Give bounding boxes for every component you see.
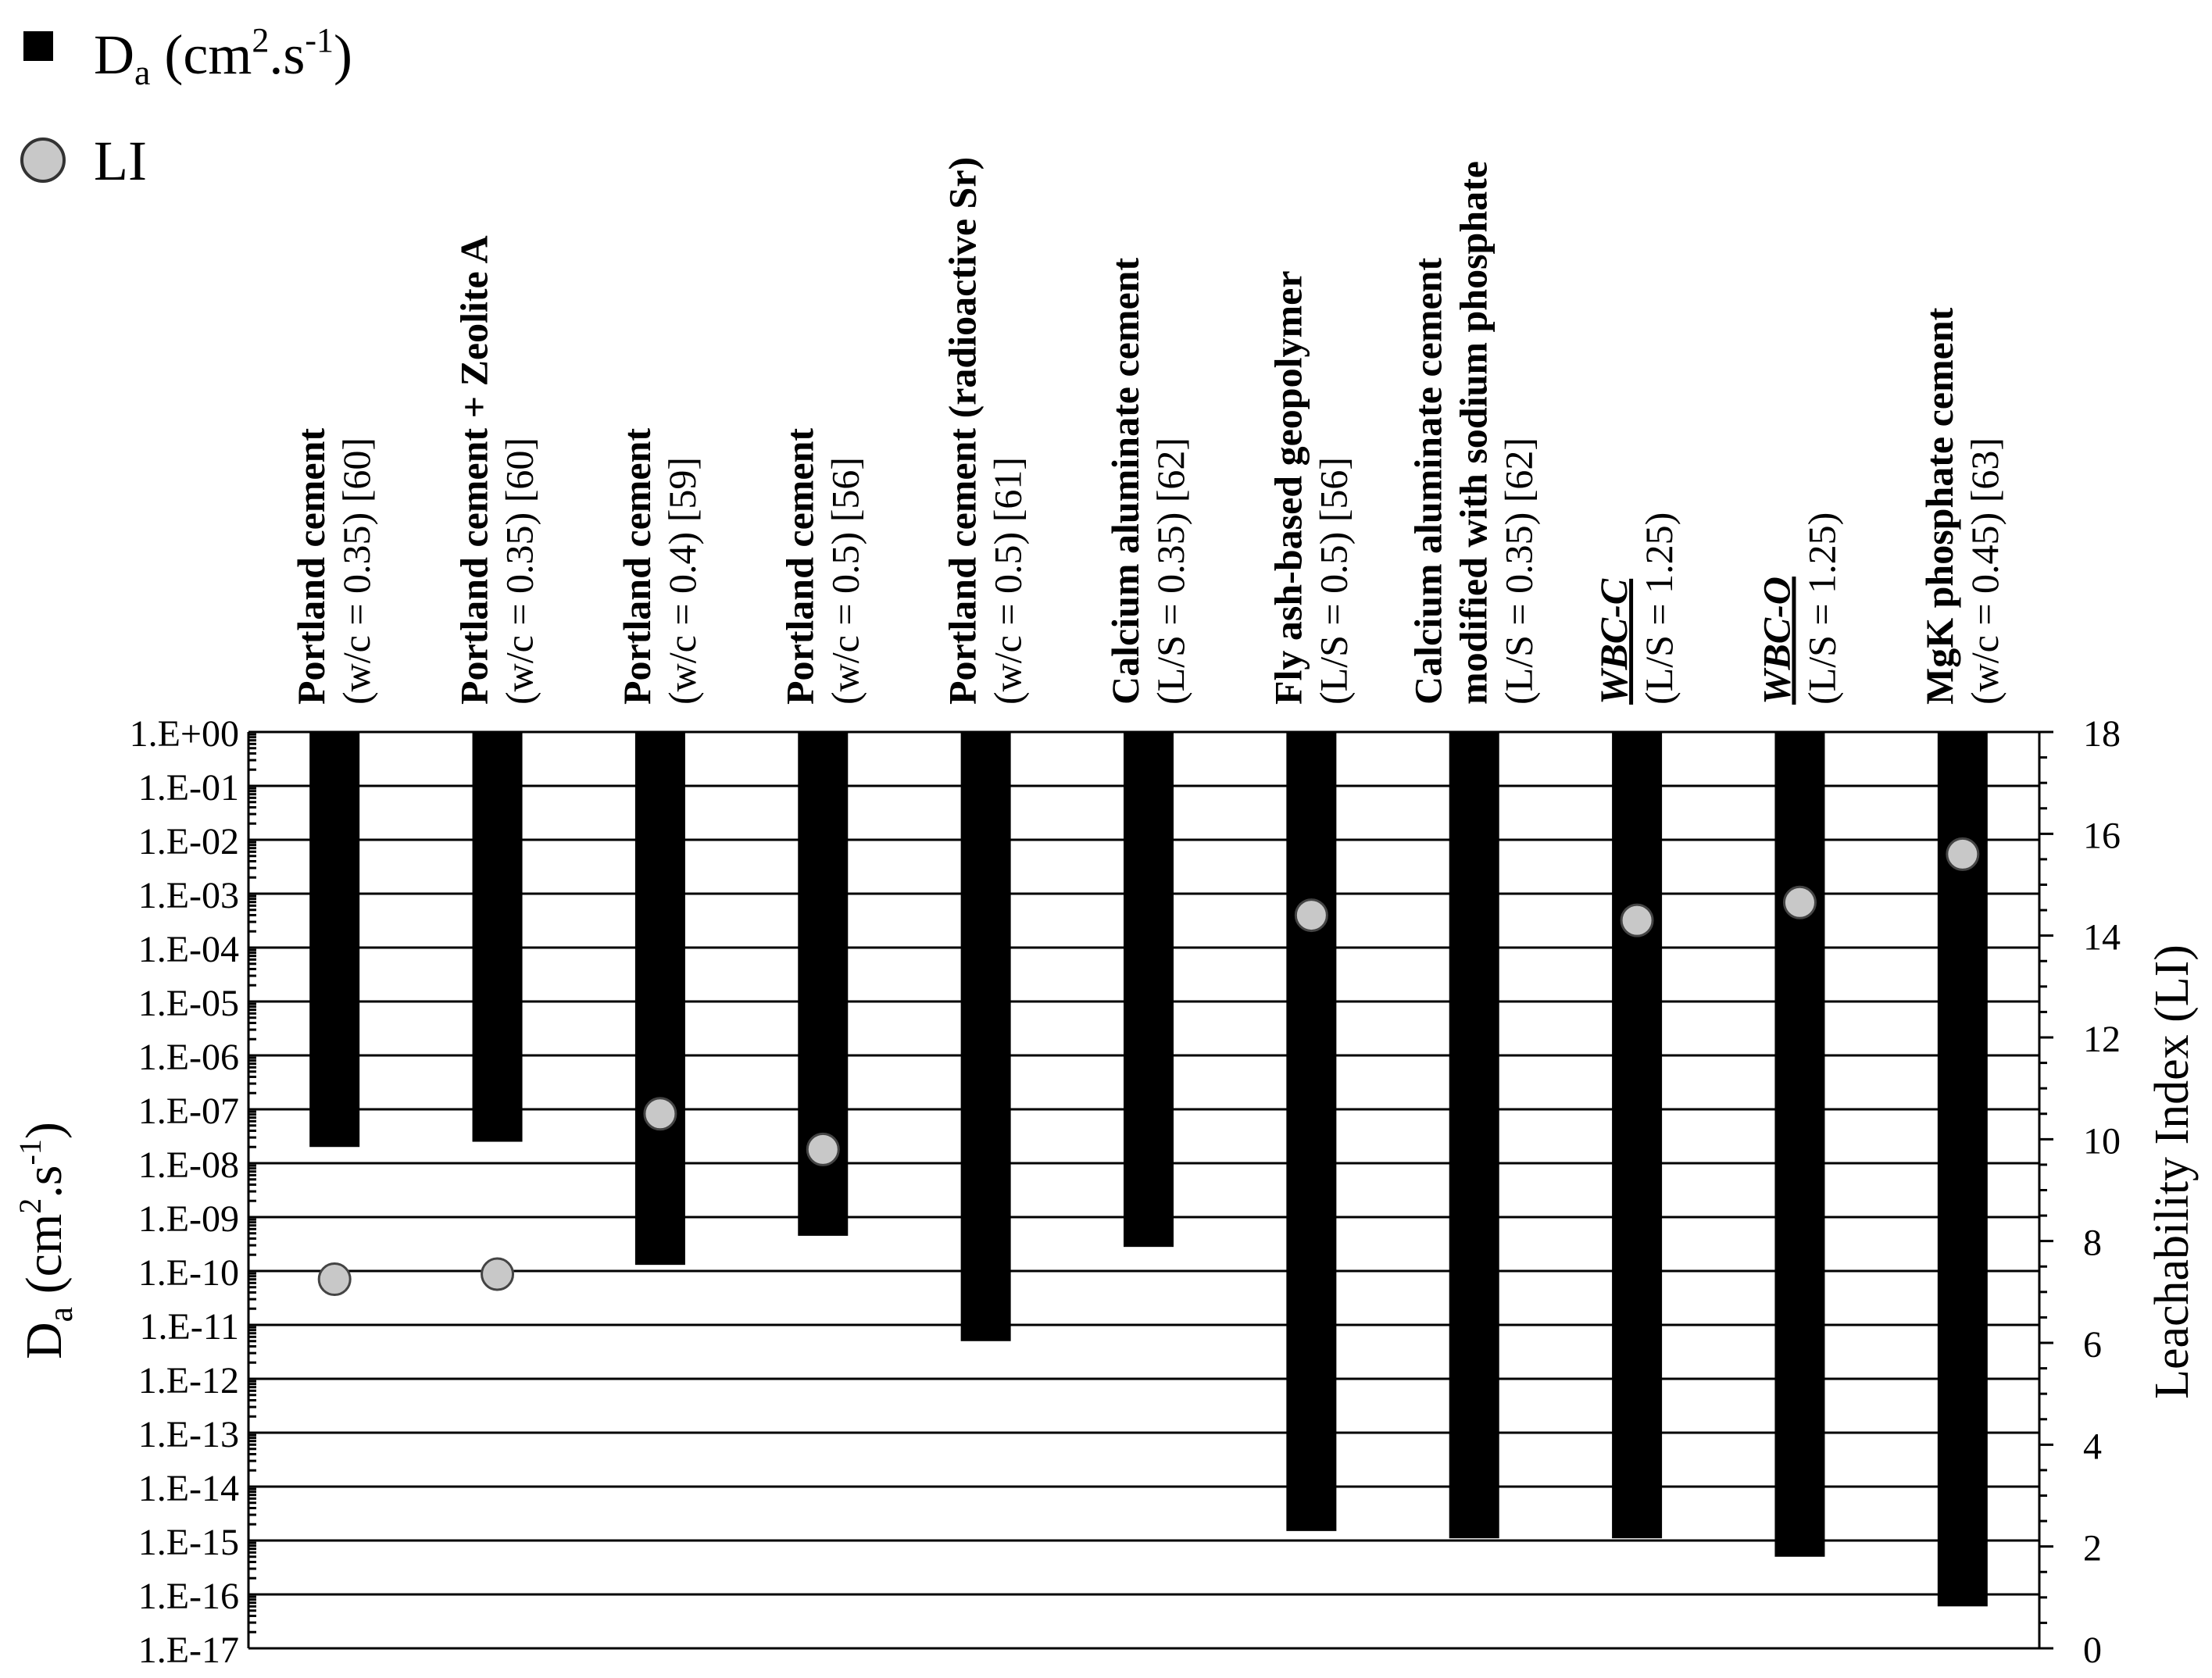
li-point [1294,898,1328,933]
category-label-line: (w/c = 0.45) [63] [1963,437,2007,705]
category-label-line: (w/c = 0.35) [60] [498,437,541,705]
left-tick-label: 1.E-09 [138,1198,239,1240]
category-label: Portland cement (w/c = 0.5) [56] [777,428,867,705]
legend-li-marker [20,137,66,183]
left-tick-label: 1.E-06 [138,1037,239,1078]
left-tick-label: 1.E-16 [138,1576,239,1617]
left-tick-label: 1.E+00 [130,713,239,755]
right-axis-ticks: 0 2 4 6 8 10 12 14 16 18 [2083,713,2121,1671]
category-label-line: Calcium aluminate cement [1406,258,1450,705]
left-tick-label: 1.E-04 [138,929,239,970]
right-tick-label: 2 [2083,1528,2102,1569]
category-label-line: (L/S = 1.25) [1799,512,1843,705]
left-tick-label: 1.E-15 [138,1522,239,1563]
li-point [806,1132,840,1166]
li-point [1946,837,1980,871]
legend-li-label: LI [94,130,147,192]
left-tick-label: 1.E-17 [138,1630,239,1671]
category-label: Fly ash-based geopolymer (L/S = 0.5) [56] [1266,270,1355,705]
legend-da-label: Da (cm2.s-1) [94,21,352,92]
category-label-line: (w/c = 0.5) [56] [823,457,867,705]
right-tick-label: 0 [2083,1630,2102,1671]
bar-da [1774,732,1825,1557]
category-label-line: Fly ash-based geopolymer [1266,270,1310,705]
bar-da [1124,732,1174,1248]
right-tick-label: 4 [2083,1426,2102,1467]
plot-frame [247,730,2053,1650]
left-tick-label: 1.E-08 [138,1144,239,1186]
left-tick-label: 1.E-05 [138,983,239,1024]
bar-da [472,732,523,1142]
category-label-line: Portland cement (radioactive Sr) [941,157,985,705]
right-tick-label: 6 [2083,1324,2102,1366]
bar-da [1937,732,1988,1607]
bar-da [1449,732,1499,1539]
left-tick-label: 1.E-12 [138,1360,239,1401]
left-tick-label: 1.E-02 [138,821,239,862]
category-label-line: Portland cement [777,428,821,705]
li-point [317,1262,352,1297]
li-point [1620,903,1654,937]
left-tick-label: 1.E-07 [138,1091,239,1132]
category-label-line: Calcium aluminate cement [1103,258,1147,705]
left-axis-label: Da (cm2.s-1) [13,1122,80,1359]
li-points [317,837,1980,1297]
category-label: WBC-O (L/S = 1.25) [1754,512,1843,705]
right-tick-label: 18 [2083,713,2121,755]
category-label: Calcium aluminate cement modified with so… [1406,161,1541,705]
category-label-line: modified with sodium phosphate [1452,161,1496,705]
category-label-line: Portland cement + Zeolite A [452,235,496,705]
category-label: Portland cement (w/c = 0.35) [60] [289,428,378,705]
category-label-line: (L/S = 1.25) [1637,512,1681,705]
left-tick-label: 1.E-13 [138,1414,239,1455]
li-point [643,1097,677,1131]
li-point [481,1257,515,1291]
category-label: Portland cement + Zeolite A (w/c = 0.35) … [452,235,541,705]
category-label-line: Portland cement [615,428,659,705]
left-tick-label: 1.E-10 [138,1252,239,1294]
bar-da [1286,732,1337,1531]
category-label: Portland cement (w/c = 0.4) [59] [615,428,704,705]
category-label: WBC-C (L/S = 1.25) [1592,512,1681,705]
left-tick-label: 1.E-01 [138,767,239,809]
li-point [1782,885,1817,919]
category-label-line: WBC-C [1592,578,1635,705]
right-tick-label: 14 [2083,917,2121,959]
bar-da [309,732,360,1148]
left-tick-label: 1.E-11 [139,1306,239,1348]
left-tick-label: 1.E-03 [138,875,239,916]
right-tick-label: 8 [2083,1223,2102,1264]
category-label-line: Portland cement [289,428,333,705]
category-label-line: (w/c = 0.4) [59] [660,457,704,705]
left-tick-label: 1.E-14 [138,1468,239,1509]
category-label: Portland cement (radioactive Sr) (w/c = 0… [941,157,1030,705]
bar-da [1612,732,1663,1539]
left-axis-ticks: 1.E+00 1.E-01 1.E-02 1.E-03 1.E-04 1.E-05 1.E-… [130,713,239,1671]
legend: Da (cm2.s-1) LI [20,21,352,192]
bar-group [309,732,1988,1607]
category-label-line: (L/S = 0.35) [62] [1149,437,1192,705]
category-label: Calcium aluminate cement (L/S = 0.35) [62… [1103,258,1192,705]
category-label-line: (w/c = 0.35) [60] [334,437,378,705]
category-label-line: (L/S = 0.35) [62] [1497,437,1541,705]
category-label: MgK phosphate cement (w/c = 0.45) [63] [1917,307,2007,705]
category-label-line: (w/c = 0.5) [61] [986,457,1030,705]
right-tick-label: 10 [2083,1120,2121,1162]
bar-da [960,732,1011,1341]
category-label-line: WBC-O [1754,577,1798,705]
category-label-line: MgK phosphate cement [1917,307,1961,705]
right-tick-label: 12 [2083,1019,2121,1060]
category-label-line: (L/S = 0.5) [56] [1311,457,1355,705]
bar-da [634,732,685,1266]
legend-da-swatch [23,31,53,61]
category-labels: Portland cement (w/c = 0.35) [60] Portland… [289,157,2007,705]
right-tick-label: 16 [2083,815,2121,856]
right-axis-label: Leachability Index (LI) [2146,944,2199,1399]
